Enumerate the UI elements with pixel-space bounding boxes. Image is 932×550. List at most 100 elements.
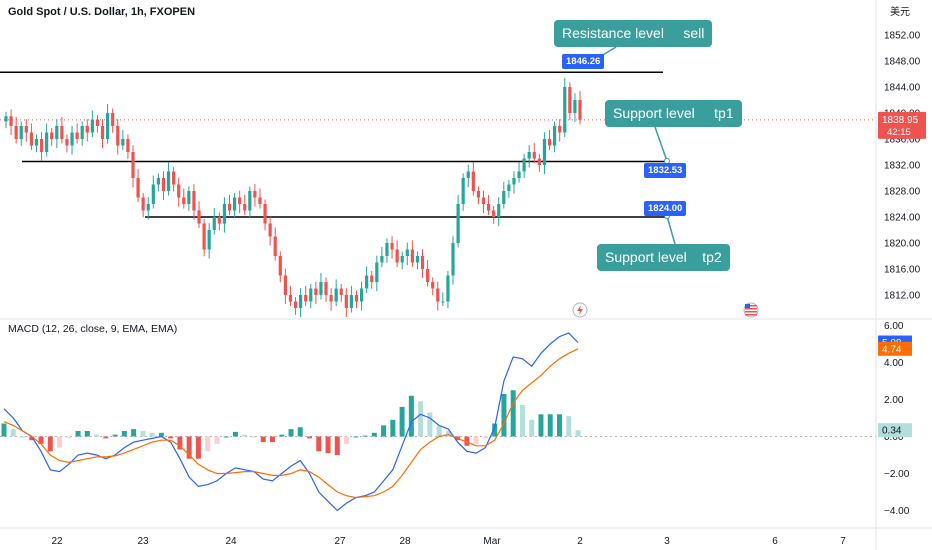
macd-histogram-bar (214, 436, 220, 444)
macd-histogram-bar (168, 436, 174, 439)
macd-line (3, 332, 579, 512)
candle-body (339, 288, 343, 295)
tp2-callout[interactable]: Support level tp2 (597, 244, 730, 271)
macd-axis-label: 2.00 (884, 395, 904, 406)
candle-body (65, 139, 69, 146)
candle-body (238, 197, 242, 204)
macd-histogram-bar (501, 393, 507, 437)
candle-body (380, 256, 384, 263)
candle-body (50, 132, 54, 139)
macd-histogram-bar (344, 436, 350, 444)
candle-body (497, 204, 501, 217)
symbol-title[interactable]: Gold Spot / U.S. Dollar, 1h, FXOPEN (8, 6, 196, 18)
macd-histogram-bar (288, 429, 294, 437)
candle-body (243, 204, 247, 211)
macd-histogram-bar (112, 434, 118, 437)
macd-histogram-bar (445, 430, 451, 437)
flag-stripe (745, 311, 757, 313)
candle-body (9, 116, 13, 126)
candle-body (502, 191, 506, 204)
candle-body (85, 126, 89, 133)
macd-histogram-bar (556, 414, 562, 437)
candle-body (278, 256, 282, 276)
candle-body (517, 171, 521, 178)
candle-body (563, 87, 567, 133)
candle-body (573, 100, 577, 113)
macd-histogram-bar (158, 432, 164, 437)
macd-histogram-bar (29, 436, 35, 441)
candle-body (146, 204, 150, 211)
macd-histogram-bar (232, 431, 238, 437)
candle-body (405, 249, 409, 256)
candle-body (116, 126, 120, 146)
tp1-callout[interactable]: Support level tp1 (605, 100, 742, 127)
candle-body (177, 184, 181, 198)
candle-body (492, 210, 496, 217)
macd-histogram-bar (1, 423, 7, 437)
price-axis-label: 1836.00 (884, 135, 921, 146)
flag-canton (745, 304, 750, 308)
candle-body (309, 288, 313, 302)
macd-histogram-bar (94, 434, 100, 437)
candle-body (288, 295, 293, 302)
candle-body (75, 132, 79, 139)
candle-body (314, 288, 318, 295)
macd-histogram-bar (492, 423, 498, 437)
candle-body (481, 197, 486, 204)
us-flag-event-icon (743, 302, 759, 318)
candle-body (212, 217, 216, 230)
price-axis-label: 1844.00 (884, 83, 921, 94)
candle-body (527, 152, 531, 159)
candle-body (263, 204, 267, 224)
macd-histogram-bar (519, 405, 525, 437)
macd-histogram-bar (381, 425, 387, 437)
candle-body (121, 139, 125, 146)
macd-histogram-bar (566, 416, 572, 437)
candle-body (248, 191, 252, 211)
candle-body (227, 204, 232, 211)
candle-body (253, 191, 257, 198)
macd-indicator-title[interactable]: MACD (12, 26, close, 9, EMA, EMA) (8, 323, 178, 335)
candle-body (359, 288, 364, 302)
candle-body (166, 171, 171, 191)
candle-body (34, 139, 39, 146)
candle-body (420, 256, 425, 269)
candle-body (24, 126, 28, 133)
macd-histogram-bar (427, 412, 433, 437)
macd-histogram-bar (307, 436, 313, 439)
time-axis-label: 27 (334, 536, 346, 547)
candle-body (476, 191, 481, 198)
macd-histogram-bar (131, 429, 137, 437)
candle-body (80, 126, 84, 139)
candle-body (324, 282, 328, 295)
candle-body (410, 249, 414, 263)
candle-body (100, 126, 105, 139)
time-axis-label: 2 (577, 536, 583, 547)
macd-histogram-bar (251, 436, 257, 438)
currency-label: 美元 (890, 7, 910, 18)
candle-body (334, 288, 338, 302)
macd-histogram-bar (316, 436, 322, 452)
resistance-price-tag: 1846.26 (562, 54, 605, 69)
candle-body (349, 295, 354, 308)
macd-histogram-bar (260, 436, 266, 443)
candle-body (60, 126, 64, 139)
flag-stripe (745, 314, 757, 316)
candle-body (187, 191, 191, 204)
tp2-connector (666, 215, 676, 245)
candle-body (258, 197, 262, 204)
candle-body (268, 223, 272, 237)
macd-histogram-bar (66, 436, 72, 439)
resistance-callout[interactable]: Resistance level sell (554, 20, 713, 47)
macd-histogram-bar (186, 436, 192, 459)
price-axis-label: 1816.00 (884, 265, 921, 276)
time-axis-label: 28 (399, 536, 411, 547)
candle-body (553, 126, 557, 146)
tp1-connector (654, 126, 668, 162)
candle-body (365, 275, 369, 289)
candle-body (232, 197, 237, 211)
candle-body (537, 158, 541, 165)
candle-body (105, 113, 110, 139)
